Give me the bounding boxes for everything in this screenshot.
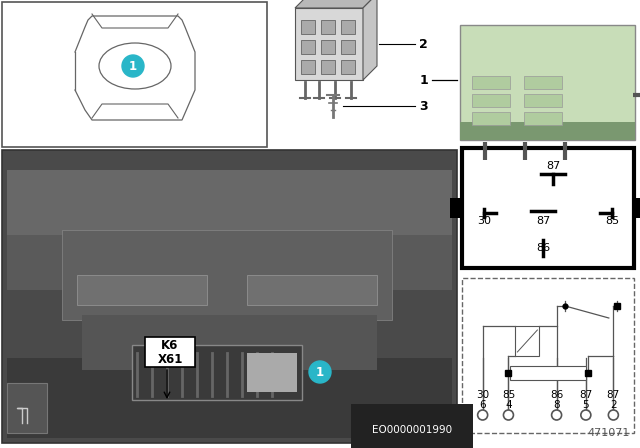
Bar: [301, 60, 315, 74]
Text: 87: 87: [536, 216, 550, 226]
Circle shape: [309, 361, 331, 383]
Circle shape: [552, 410, 562, 420]
Text: 471071: 471071: [588, 428, 630, 438]
Bar: [510, 366, 586, 380]
Text: X61: X61: [157, 353, 182, 366]
Bar: [82, 315, 377, 370]
Bar: [7, 383, 47, 433]
Text: 1: 1: [129, 60, 137, 73]
Bar: [321, 20, 335, 34]
Text: 1: 1: [419, 73, 428, 86]
Bar: [2, 150, 457, 443]
Polygon shape: [363, 0, 377, 80]
Bar: [62, 230, 392, 320]
Bar: [515, 326, 540, 356]
Circle shape: [477, 410, 488, 420]
Bar: [524, 112, 562, 125]
Polygon shape: [295, 0, 377, 8]
Text: 30: 30: [477, 216, 491, 226]
Bar: [132, 345, 302, 400]
Text: 1: 1: [316, 366, 324, 379]
Bar: [462, 278, 634, 433]
Bar: [7, 170, 452, 235]
Text: 87: 87: [546, 161, 560, 171]
Bar: [472, 76, 510, 89]
Bar: [247, 353, 297, 392]
Bar: [295, 8, 363, 80]
Bar: [321, 60, 335, 74]
Bar: [341, 40, 355, 54]
Text: 5: 5: [582, 400, 589, 410]
Text: 8: 8: [554, 400, 560, 410]
Bar: [7, 235, 452, 290]
Bar: [145, 337, 195, 367]
Text: 87: 87: [607, 390, 620, 400]
Circle shape: [609, 410, 618, 420]
Text: 3: 3: [419, 99, 428, 112]
Text: EO0000001990: EO0000001990: [372, 425, 452, 435]
Circle shape: [581, 410, 591, 420]
Bar: [472, 94, 510, 107]
Bar: [460, 25, 635, 140]
Bar: [2, 2, 267, 147]
Bar: [634, 198, 640, 218]
Circle shape: [122, 55, 144, 77]
Text: 87: 87: [579, 390, 593, 400]
Bar: [321, 40, 335, 54]
Text: 86: 86: [550, 390, 563, 400]
Text: 30: 30: [476, 390, 489, 400]
Text: 2: 2: [610, 400, 617, 410]
Ellipse shape: [99, 43, 171, 89]
Bar: [7, 358, 452, 438]
Bar: [524, 76, 562, 89]
Bar: [460, 122, 635, 140]
Bar: [450, 198, 462, 218]
Bar: [341, 20, 355, 34]
Bar: [472, 112, 510, 125]
Bar: [462, 148, 634, 268]
Bar: [301, 20, 315, 34]
Circle shape: [504, 410, 513, 420]
Bar: [524, 94, 562, 107]
Text: 85: 85: [605, 216, 619, 226]
Bar: [247, 275, 377, 305]
Text: 2: 2: [419, 38, 428, 51]
Text: 4: 4: [505, 400, 512, 410]
Bar: [301, 40, 315, 54]
Text: 86: 86: [536, 243, 550, 253]
Text: 85: 85: [502, 390, 515, 400]
Text: K6: K6: [161, 339, 179, 352]
Text: 6: 6: [479, 400, 486, 410]
Bar: [77, 275, 207, 305]
Bar: [341, 60, 355, 74]
